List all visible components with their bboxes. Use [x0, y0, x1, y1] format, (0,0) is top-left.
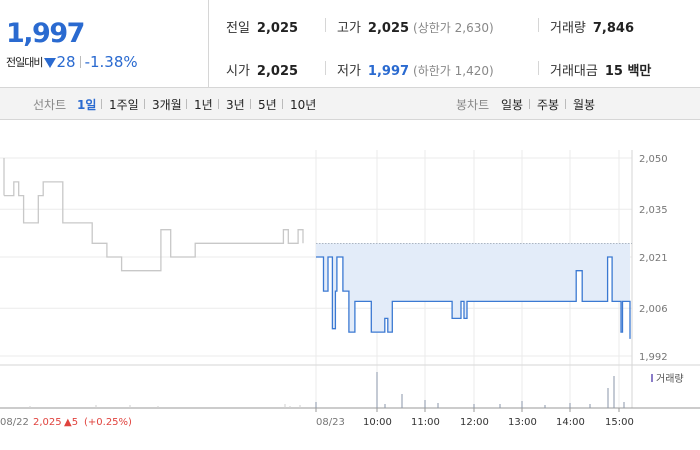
stat-value: 15 백만	[604, 64, 652, 79]
period-1w[interactable]: 1주일	[109, 98, 139, 112]
candle-monthly[interactable]: 월봉	[573, 98, 596, 112]
candle-weekly[interactable]: 주봉	[537, 98, 560, 112]
volume-area	[29, 372, 625, 408]
x-tick-label: 12:00	[460, 417, 489, 428]
prev-day-close: 2,025	[33, 417, 62, 428]
stat-sub: (하한가 1,420)	[413, 64, 494, 78]
x-tick-label: 13:00	[508, 417, 537, 428]
volume-legend-icon	[651, 374, 653, 382]
x-tick-label: 15:00	[605, 417, 634, 428]
stat-label: 거래대금	[550, 64, 598, 79]
prev-day-change-pct: (+0.25%)	[84, 417, 132, 428]
chart-labels: 2,050 2,035 2,021 2,006 1,992 거래량 08/22 2,025 ▲5…	[0, 154, 684, 428]
y-tick-label: 2,035	[639, 205, 668, 216]
stat-open: 시가 2,025	[226, 60, 298, 79]
prev-day-change: ▲5	[64, 417, 78, 428]
period-1d[interactable]: 1일	[77, 98, 97, 112]
stat-high: 고가 2,025 (상한가 2,630)	[337, 17, 494, 36]
down-triangle-icon	[44, 58, 57, 68]
y-tick-label: 1,992	[639, 352, 668, 363]
y-tick-label: 2,050	[639, 154, 668, 165]
x-tick-label: 08/23	[316, 417, 345, 428]
stat-label: 거래량	[550, 21, 586, 36]
stat-value: 2,025	[256, 64, 299, 79]
price-summary: 1,997 전일대비 28 -1.38%	[0, 0, 209, 88]
stat-label: 고가	[337, 21, 361, 36]
change-amount: 28	[56, 53, 76, 71]
stat-label: 저가	[337, 64, 361, 79]
x-tick-label: 11:00	[411, 417, 440, 428]
chart-toolbar: 선차트 1일 1주일 3개월 1년 3년 5년 10년 봉차트 일봉 주봉 월봉	[0, 88, 700, 120]
price-chart: 2,050 2,035 2,021 2,006 1,992 거래량 08/22 2,025 ▲5…	[0, 150, 700, 428]
divider	[565, 99, 566, 109]
divider	[186, 99, 187, 109]
stat-prev-close: 전일 2,025	[226, 17, 298, 36]
prev-day-line	[4, 181, 304, 272]
stat-amount: 거래대금 15 백만	[550, 60, 651, 79]
candle-daily[interactable]: 일봉	[501, 98, 524, 112]
stat-value: 7,846	[592, 21, 635, 36]
stat-label: 시가	[226, 64, 250, 79]
today-fill	[316, 243, 630, 339]
stat-label: 전일	[226, 21, 250, 36]
period-5y[interactable]: 5년	[258, 98, 277, 112]
period-10y[interactable]: 10년	[290, 98, 317, 112]
divider	[538, 61, 539, 75]
price-area	[3, 158, 632, 339]
stat-value: 2,025	[256, 21, 299, 36]
current-price: 1,997	[6, 18, 85, 49]
stat-volume: 거래량 7,846	[550, 17, 634, 36]
divider	[282, 99, 283, 109]
chart-grid	[0, 150, 700, 412]
divider	[325, 61, 326, 75]
period-1y[interactable]: 1년	[194, 98, 213, 112]
quote-header: 1,997 전일대비 28 -1.38% 전일 2,025 고가 2,025 (상한가 2…	[0, 0, 700, 88]
divider	[325, 18, 326, 32]
candle-chart-label: 봉차트	[456, 98, 490, 112]
period-3m[interactable]: 3개월	[152, 98, 182, 112]
today-line	[316, 256, 631, 339]
period-3y[interactable]: 3년	[226, 98, 245, 112]
stat-sub: (상한가 2,630)	[413, 21, 494, 35]
divider	[218, 99, 219, 109]
stat-value: 2,025	[367, 21, 410, 36]
x-tick-label: 10:00	[363, 417, 392, 428]
stat-value: 1,997	[367, 64, 410, 79]
divider	[538, 18, 539, 32]
change-label: 전일대비	[6, 56, 43, 69]
divider	[101, 99, 102, 109]
change-percent: -1.38%	[84, 53, 138, 71]
divider	[79, 56, 81, 68]
y-tick-label: 2,021	[639, 253, 668, 264]
divider	[250, 99, 251, 109]
divider	[144, 99, 145, 109]
volume-legend-label: 거래량	[656, 373, 684, 385]
y-tick-label: 2,006	[639, 304, 668, 315]
x-tick-label: 14:00	[556, 417, 585, 428]
price-change: 전일대비 28 -1.38%	[6, 53, 138, 71]
line-chart-label: 선차트	[33, 98, 67, 112]
stat-low: 저가 1,997 (하한가 1,420)	[337, 60, 494, 79]
prev-day-date: 08/22	[0, 417, 29, 428]
divider	[529, 99, 530, 109]
